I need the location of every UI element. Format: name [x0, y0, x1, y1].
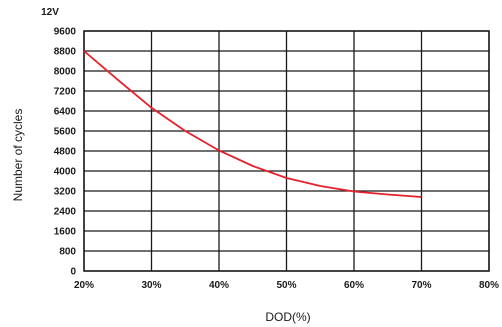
grid [83, 30, 490, 272]
y-axis-ticks: 0 800 1600 2400 3200 4000 4800 5600 6400 7200 8000… [54, 27, 77, 278]
y-tick-label: 6400 [54, 107, 77, 118]
y-tick-label: 8800 [54, 47, 77, 58]
y-tick-label: 2400 [54, 207, 77, 218]
x-tick-label: 50% [276, 280, 296, 291]
plot-frame [83, 30, 490, 272]
y-tick-label: 5600 [54, 127, 77, 138]
y-tick-label: 4800 [54, 147, 77, 158]
y-tick-label: 9600 [54, 27, 77, 38]
y-tick-label: 800 [59, 247, 76, 258]
y-tick-label: 7200 [54, 87, 77, 98]
x-tick-label: 70% [411, 280, 431, 291]
y-axis-label: Number of cycles [11, 109, 25, 202]
y-tick-label: 0 [70, 267, 76, 278]
chart-title: 12V [41, 7, 59, 18]
y-tick-label: 4000 [54, 167, 77, 178]
x-tick-label: 40% [209, 280, 229, 291]
y-tick-label: 3200 [54, 187, 77, 198]
y-tick-label: 1600 [54, 227, 77, 238]
x-tick-label: 30% [141, 280, 161, 291]
x-tick-label: 80% [479, 280, 499, 291]
x-axis-ticks: 20% 30% 40% 50% 60% 70% 80% [74, 280, 499, 291]
x-axis-label: DOD(%) [265, 310, 310, 324]
y-tick-label: 8000 [54, 67, 77, 78]
series-line [83, 50, 422, 198]
x-tick-label: 20% [74, 280, 94, 291]
x-tick-label: 60% [344, 280, 364, 291]
